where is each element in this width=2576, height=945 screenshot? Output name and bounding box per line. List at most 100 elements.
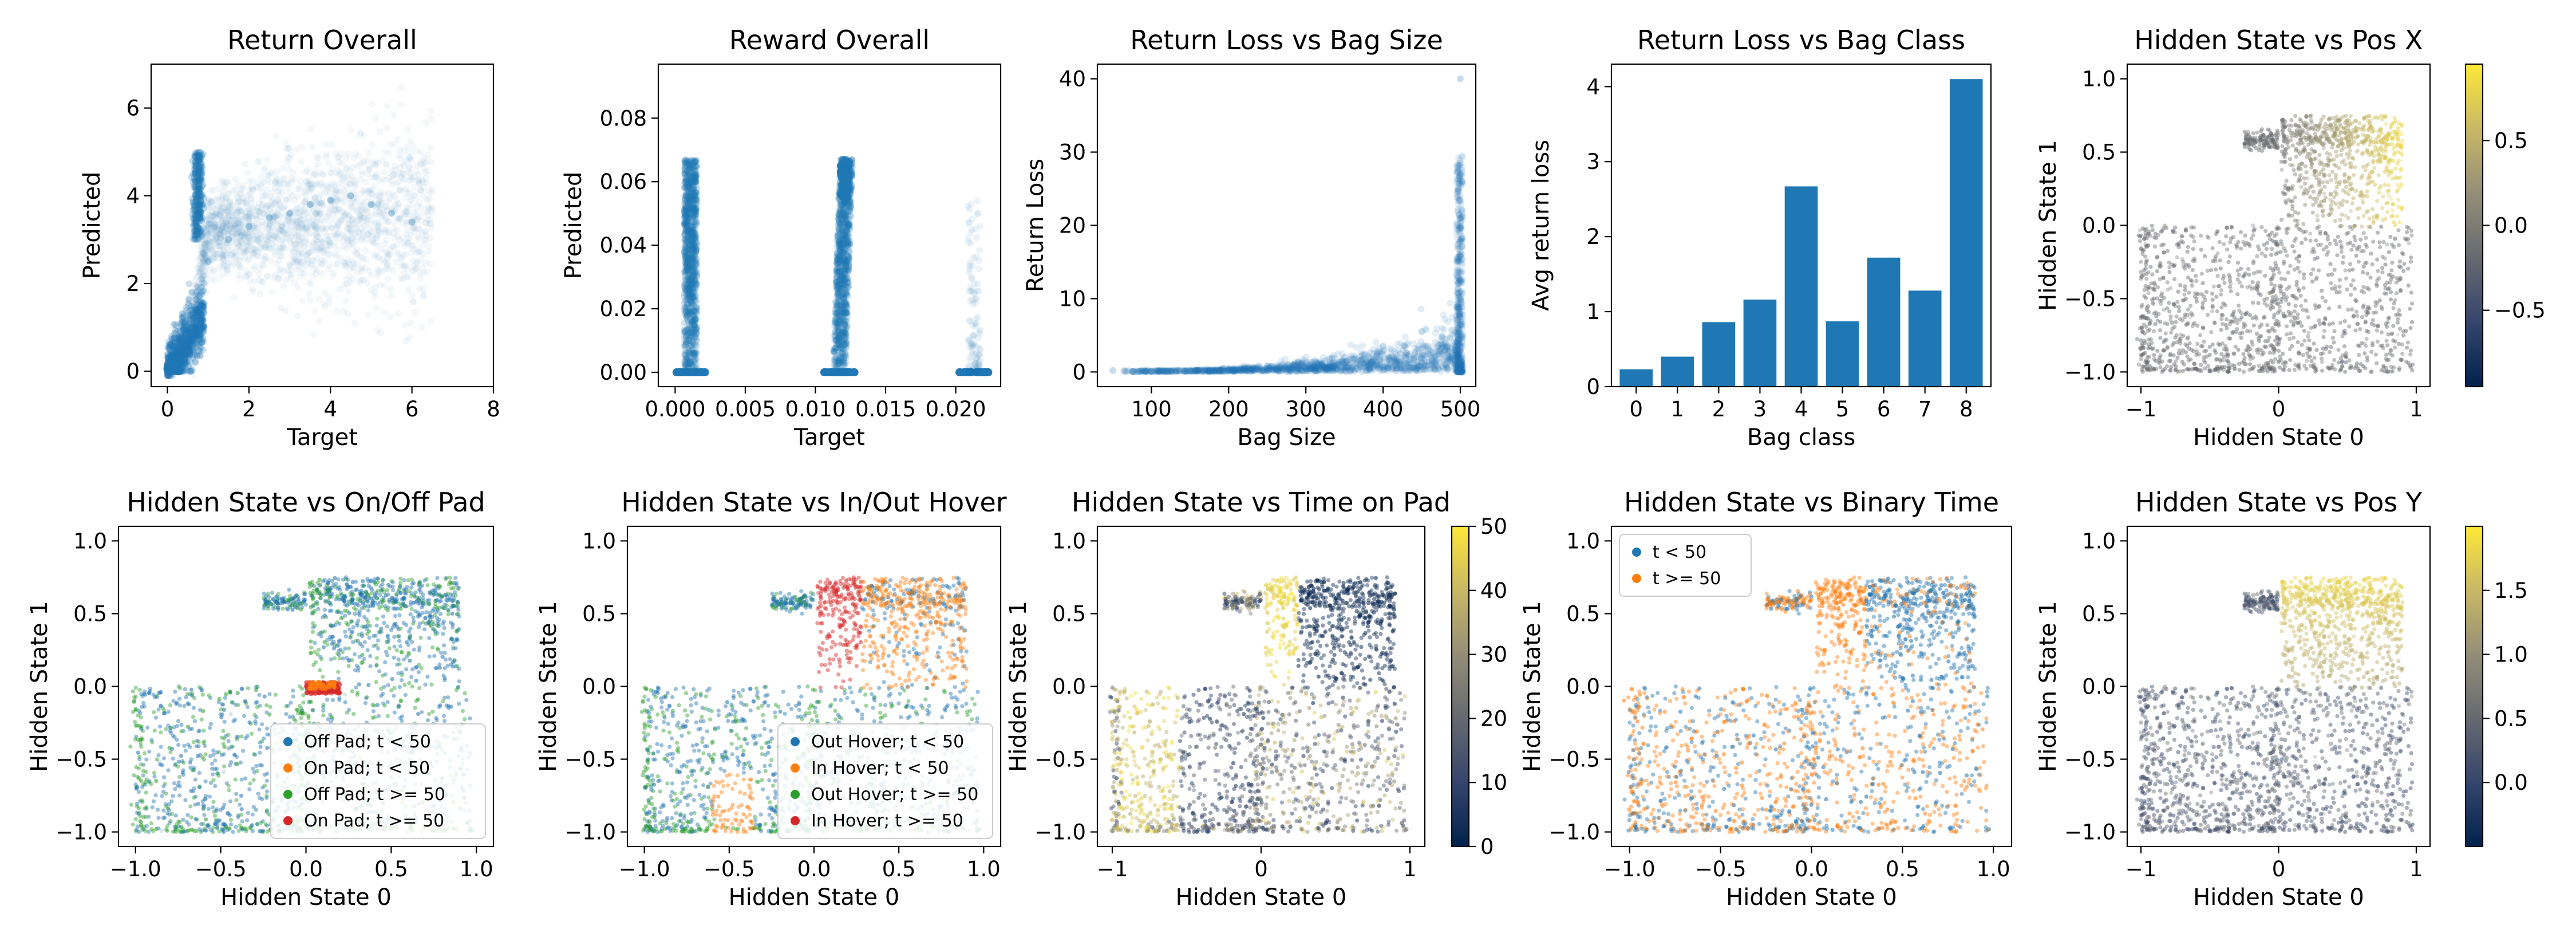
scatter-point: [285, 261, 293, 268]
scatter-point: [365, 188, 372, 195]
scatter-point: [428, 224, 435, 231]
scatter-point: [362, 247, 369, 254]
scatter-point: [425, 204, 432, 212]
scatter-point: [215, 226, 222, 234]
scatter-point: [416, 226, 424, 233]
scatter-point: [368, 101, 376, 108]
scatter-point: [200, 263, 207, 270]
scatter-point: [361, 207, 369, 214]
scatter-point: [201, 241, 208, 248]
scatter-point: [215, 210, 223, 218]
scatter-point: [282, 308, 289, 315]
scatter-point: [188, 326, 196, 333]
scatter-point: [682, 206, 690, 213]
scatter-point: [364, 220, 371, 227]
scatter-point: [204, 203, 212, 211]
scatter-point: [297, 239, 304, 246]
scatter-point: [388, 181, 396, 188]
x-tick-label: 0: [161, 397, 175, 422]
scatter-point: [342, 193, 350, 200]
scatter-point: [189, 328, 196, 335]
scatter-point: [244, 168, 251, 176]
scatter-point: [421, 193, 428, 200]
scatter-point: [218, 196, 226, 203]
y-tick-label: 0: [126, 359, 140, 384]
scatter-point: [323, 242, 331, 250]
scatter-point: [408, 292, 416, 300]
scatter-point: [316, 211, 323, 218]
scatter-point: [198, 248, 206, 255]
scatter-point: [374, 219, 381, 227]
scatter-point: [379, 209, 386, 216]
scatter-point: [427, 317, 434, 325]
scatter-point: [692, 281, 700, 288]
scatter-point: [347, 192, 354, 199]
scatter-point: [301, 270, 309, 278]
scatter-point: [224, 220, 232, 227]
scatter-point: [412, 216, 420, 224]
scatter-point: [243, 229, 251, 237]
scatter-point: [338, 198, 345, 205]
scatter-point: [688, 272, 696, 279]
scatter-point: [685, 292, 693, 300]
scatter-point: [265, 242, 272, 249]
scatter-point: [354, 218, 361, 225]
scatter-point: [263, 156, 271, 164]
scatter-point: [172, 352, 179, 360]
scatter-point: [397, 84, 405, 92]
scatter-point: [269, 218, 276, 226]
scatter-point: [269, 235, 276, 242]
scatter-point: [255, 249, 262, 257]
chart-title: Return Overall: [227, 25, 417, 56]
scatter-point: [419, 241, 426, 249]
scatter-point: [412, 168, 420, 175]
scatter-point: [272, 212, 279, 219]
scatter-point: [167, 355, 174, 363]
scatter-point: [350, 177, 358, 184]
scatter-point: [205, 223, 212, 231]
scatter-point: [207, 226, 215, 234]
scatter-point: [235, 229, 242, 237]
scatter-point: [358, 171, 366, 178]
scatter-point: [683, 326, 690, 334]
scatter-point: [226, 225, 234, 233]
scatter-point: [208, 243, 215, 251]
scatter-point: [428, 203, 436, 211]
scatter-point: [356, 220, 364, 227]
scatter-point: [295, 250, 302, 257]
scatter-point: [276, 271, 283, 278]
scatter-point: [277, 305, 285, 312]
scatter-point: [189, 320, 197, 328]
scatter-point: [211, 216, 218, 224]
scatter-point: [306, 201, 314, 208]
scatter-point: [418, 324, 426, 331]
scatter-point: [180, 355, 188, 363]
scatter-point: [307, 223, 315, 230]
scatter-point: [278, 252, 286, 259]
scatter-point: [347, 234, 355, 242]
scatter-point: [410, 173, 418, 180]
scatter-point: [173, 353, 180, 360]
scatter-point: [298, 158, 305, 166]
scatter-point: [180, 339, 187, 346]
scatter-point: [369, 190, 376, 197]
scatter-point: [333, 253, 340, 260]
scatter-point: [178, 353, 185, 361]
scatter-point: [235, 219, 243, 226]
scatter-point: [342, 260, 349, 267]
scatter-point: [302, 224, 310, 231]
scatter-point: [230, 215, 237, 222]
scatter-point: [248, 177, 256, 184]
scatter-point: [195, 182, 203, 189]
scatter-point: [390, 208, 398, 216]
scatter-point: [217, 230, 224, 237]
scatter-point: [296, 216, 303, 223]
scatter-point: [204, 258, 212, 265]
scatter-point: [166, 367, 173, 374]
scatter-point: [298, 234, 306, 241]
scatter-point: [312, 179, 319, 187]
scatter-point: [291, 255, 298, 263]
scatter-point: [298, 143, 306, 151]
scatter-point: [313, 230, 321, 238]
scatter-point: [409, 267, 416, 275]
